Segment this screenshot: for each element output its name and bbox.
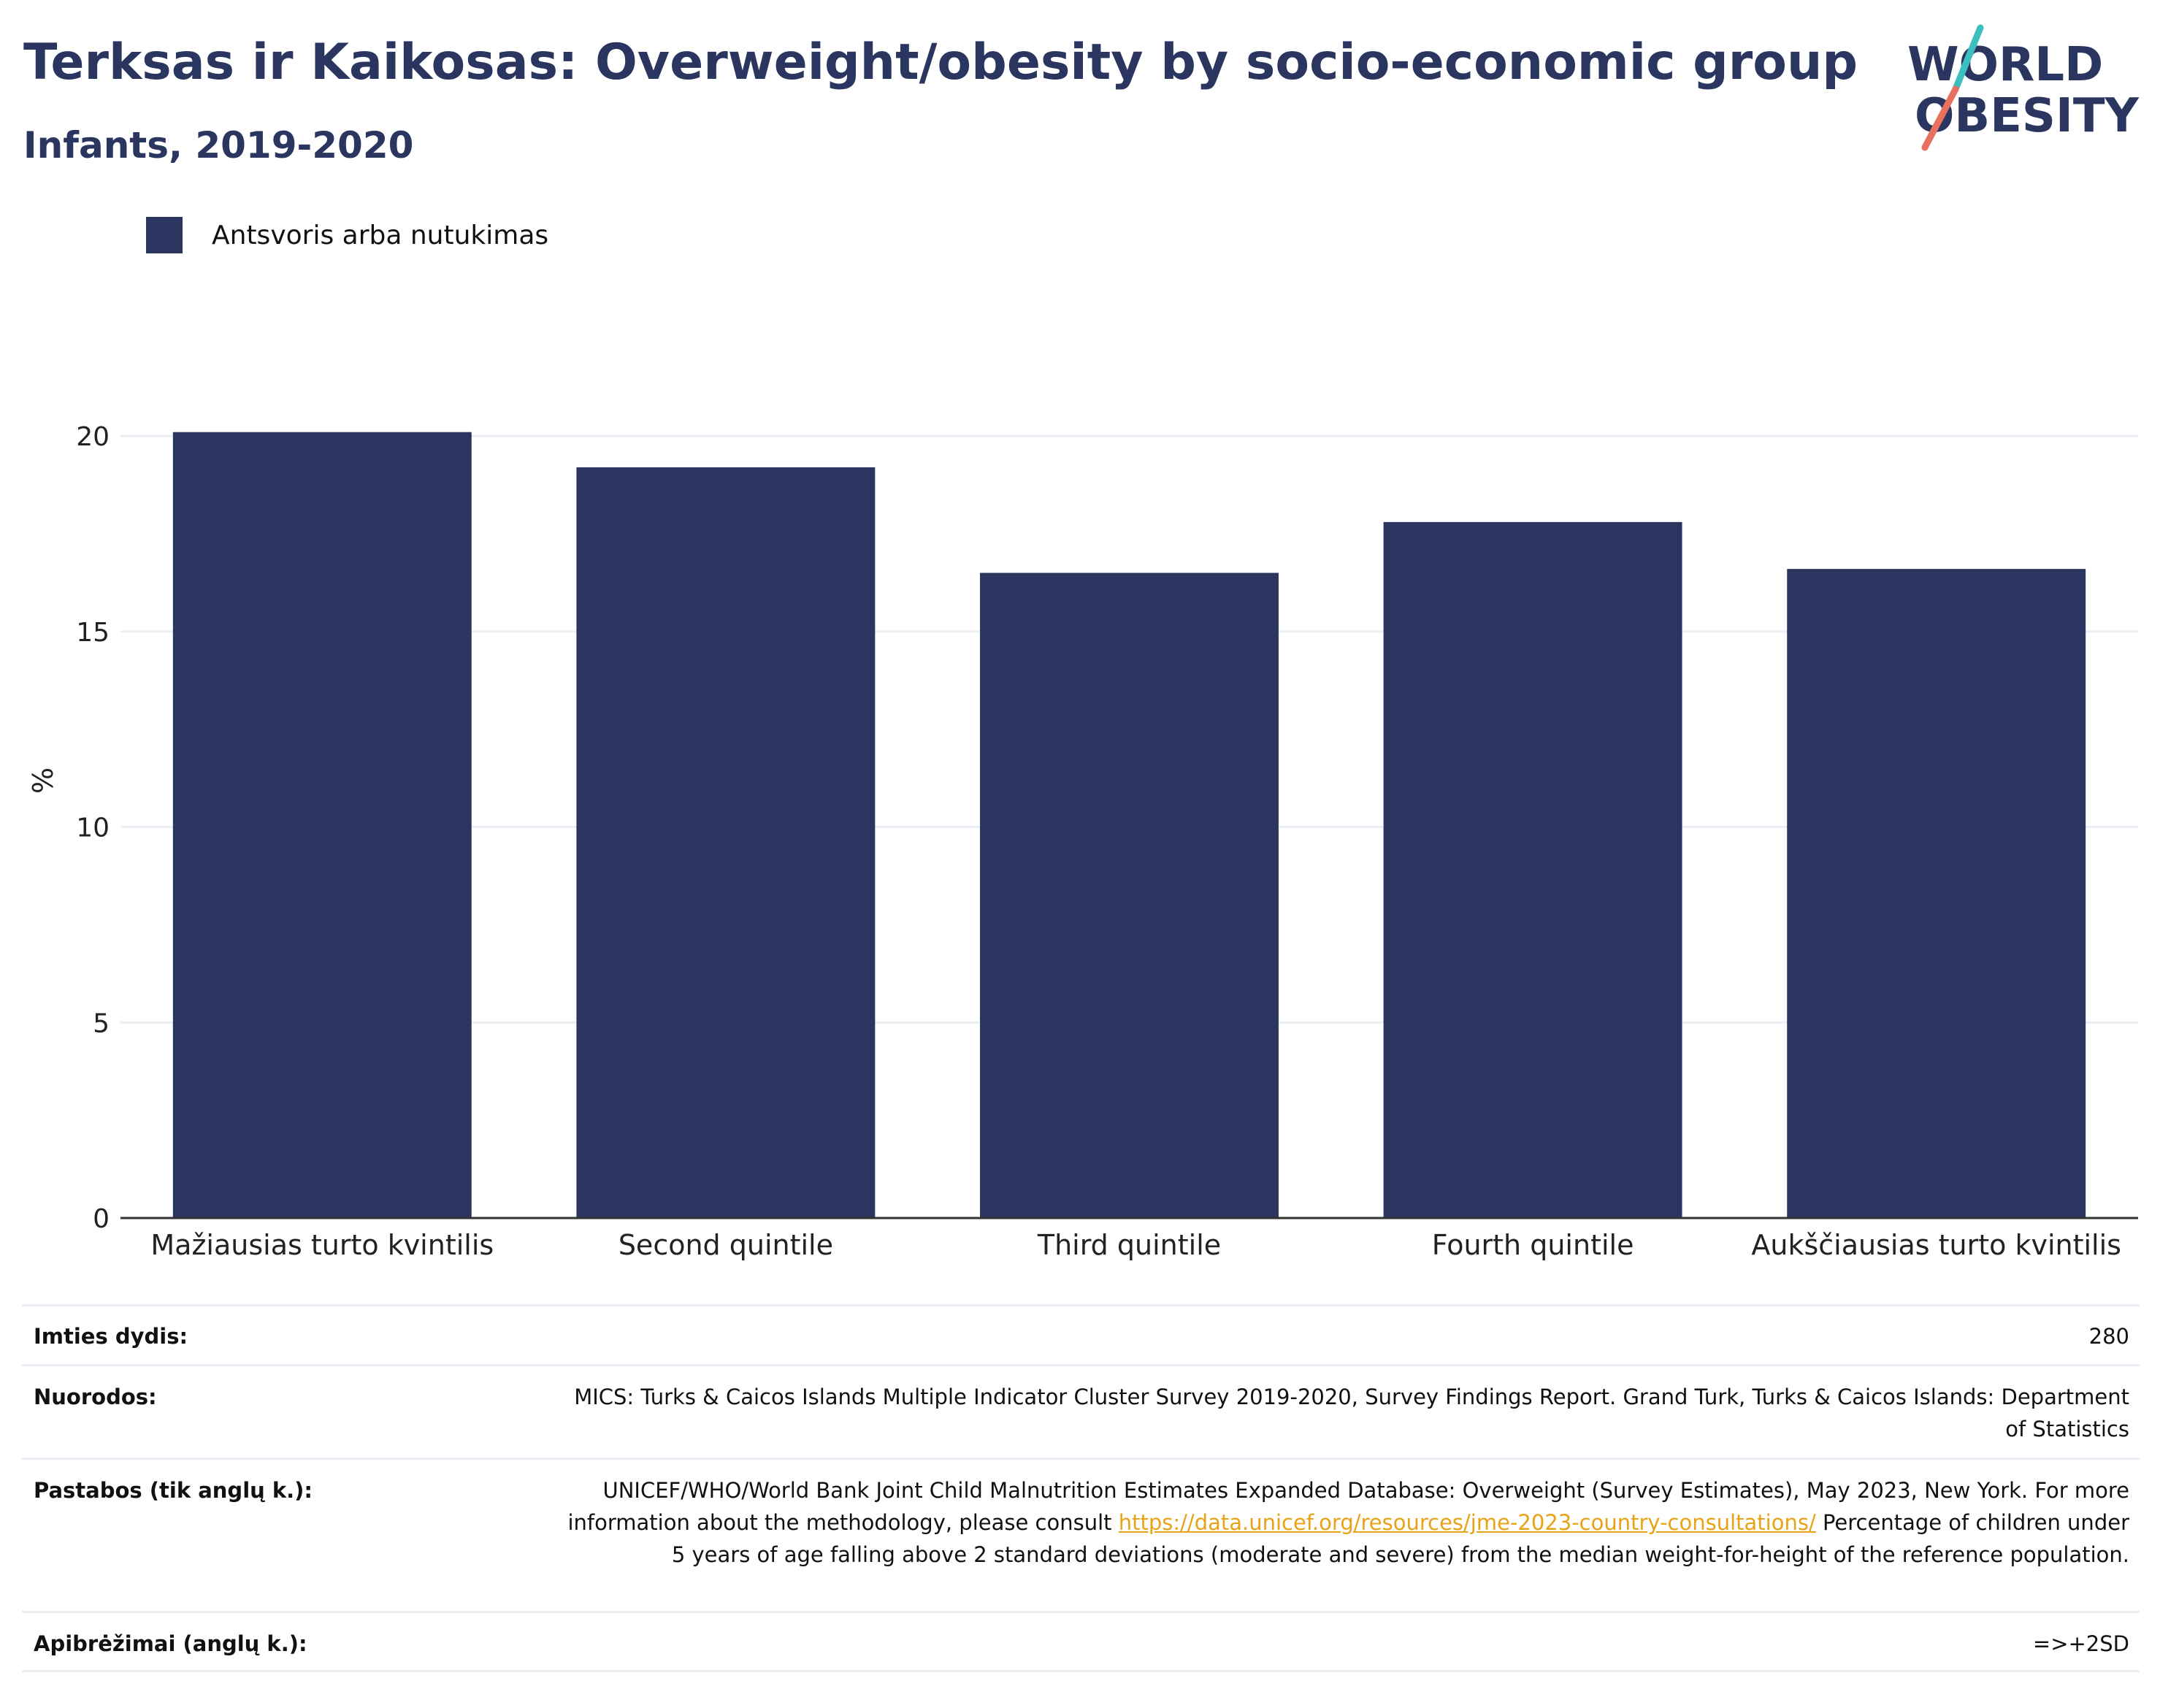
y-tick-label: 5	[93, 1008, 110, 1038]
definitions-label: Apibrėžimai (anglų k.):	[34, 1631, 307, 1656]
notes-label: Pastabos (tik anglų k.):	[34, 1478, 313, 1503]
references-label: Nuorodos:	[34, 1385, 157, 1409]
bar	[1787, 569, 2086, 1218]
y-tick-label: 15	[76, 618, 110, 648]
notes-text-before: UNICEF/WHO/World Bank Joint Child Malnut…	[567, 1478, 2129, 1535]
notes-row: Pastabos (tik anglų k.): UNICEF/WHO/Worl…	[22, 1458, 2140, 1611]
axes: 0 5 10 15 20 Mažiausias turto kvintilis Second…	[27, 422, 2138, 1261]
bar	[576, 467, 876, 1218]
notes-value: UNICEF/WHO/World Bank Joint Child Malnut…	[559, 1474, 2140, 1571]
references-value: MICS: Turks & Caicos Islands Multiple In…	[574, 1385, 2129, 1441]
info-table: Imties dydis: 280 Nuorodos: MICS: Turks …	[22, 1304, 2140, 1672]
chart-legend: Antsvoris arba nutukimas	[146, 216, 548, 254]
sample-size-value: 280	[2088, 1324, 2129, 1349]
y-axis-label: %	[27, 767, 59, 794]
references-row: Nuorodos: MICS: Turks & Caicos Islands M…	[22, 1364, 2140, 1458]
y-tick-label: 0	[93, 1204, 110, 1234]
bar	[172, 432, 472, 1219]
bar	[1383, 521, 1682, 1218]
legend-swatch	[146, 217, 183, 253]
definitions-value: =>+2SD	[2032, 1631, 2129, 1656]
y-tick-label: 10	[76, 813, 110, 843]
bar	[980, 572, 1279, 1218]
bars	[172, 432, 2086, 1219]
logo-line1: WORLD	[1907, 38, 2103, 92]
sample-size-row: Imties dydis: 280	[22, 1304, 2140, 1364]
logo-teal-slash	[1952, 24, 1984, 93]
legend-label: Antsvoris arba nutukimas	[212, 220, 549, 250]
notes-link[interactable]: https://data.unicef.org/resources/jme-20…	[1118, 1510, 1816, 1535]
y-tick-label: 20	[76, 422, 110, 452]
x-tick-label: Mažiausias turto kvintilis	[150, 1229, 494, 1261]
chart-subtitle: Infants, 2019-2020	[23, 124, 414, 166]
chart-title: Terksas ir Kaikosas: Overweight/obesity …	[23, 34, 1858, 91]
definitions-row: Apibrėžimai (anglų k.): =>+2SD	[22, 1611, 2140, 1672]
x-tick-label: Second quintile	[618, 1229, 833, 1261]
x-tick-label: Aukščiausias turto kvintilis	[1751, 1229, 2121, 1261]
bar-chart: 0 5 10 15 20 Mažiausias turto kvintilis Second…	[27, 422, 2138, 1261]
logo-coral-slash	[1921, 85, 1959, 151]
world-obesity-logo: WORLD OBESITY	[1907, 24, 2139, 151]
sample-size-label: Imties dydis:	[34, 1324, 188, 1349]
x-tick-label: Third quintile	[1037, 1229, 1221, 1261]
x-tick-label: Fourth quintile	[1432, 1229, 1634, 1261]
notes-text-after: Percentage of children under 5 years of …	[671, 1510, 2129, 1567]
